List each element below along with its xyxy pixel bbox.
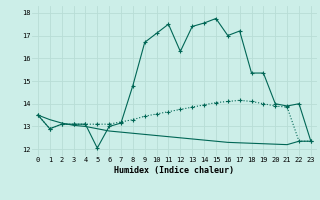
X-axis label: Humidex (Indice chaleur): Humidex (Indice chaleur)	[115, 166, 234, 175]
